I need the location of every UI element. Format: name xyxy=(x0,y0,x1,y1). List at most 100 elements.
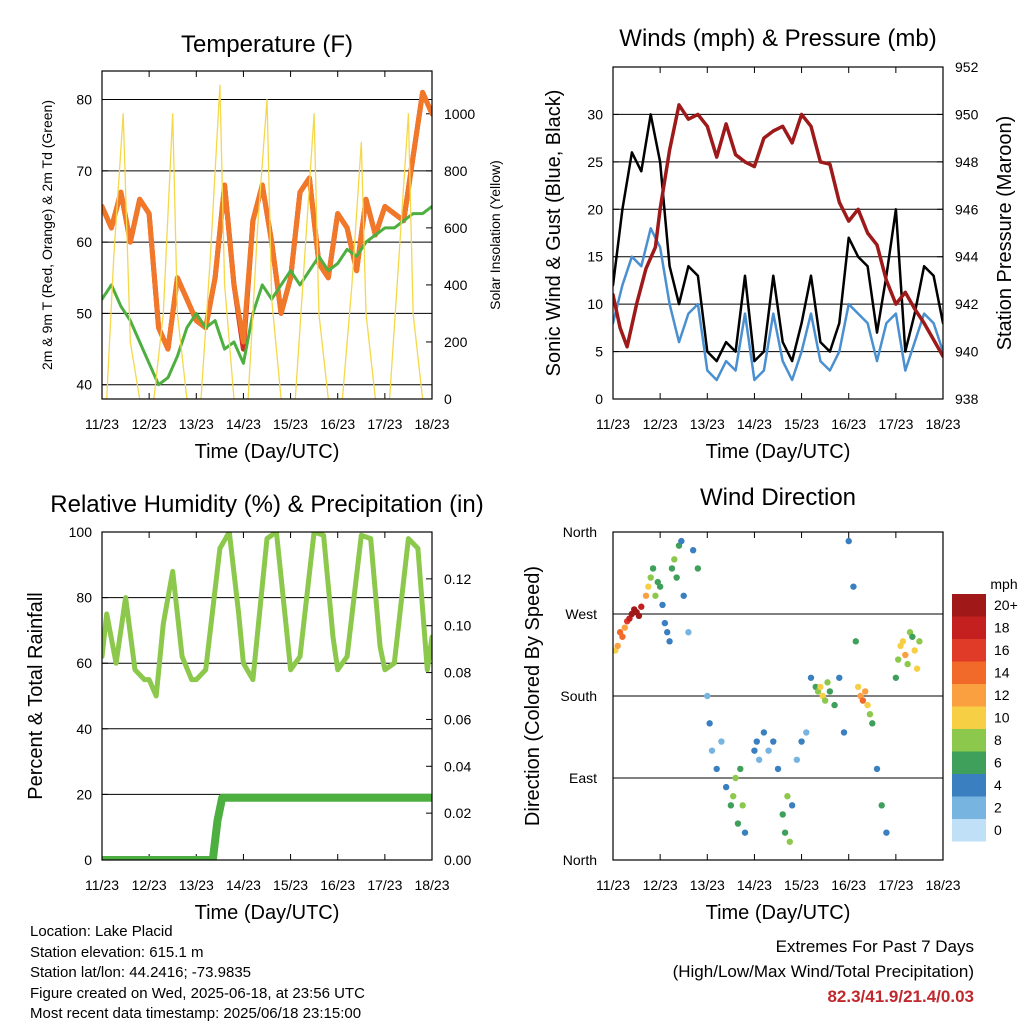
data-point xyxy=(722,783,730,791)
data-point xyxy=(708,747,716,754)
plot-area xyxy=(613,103,943,382)
data-point xyxy=(668,565,676,572)
y2-tick-label: 952 xyxy=(955,59,979,75)
x-tick-label: 18/23 xyxy=(925,877,960,893)
data-point xyxy=(840,729,848,736)
data-point xyxy=(916,638,923,645)
x-tick-label: 13/23 xyxy=(179,416,214,432)
x-tick-label: 11/23 xyxy=(596,877,630,893)
y2-tick-label: 948 xyxy=(955,154,979,170)
y-tick-label: West xyxy=(565,606,597,622)
legend-swatch xyxy=(952,729,986,752)
panel-3: Relative Humidity (%) & Precipitation (i… xyxy=(25,491,484,924)
y2-tick-label: 0 xyxy=(444,391,452,407)
y-tick-label: 60 xyxy=(76,234,92,250)
data-point xyxy=(689,547,697,554)
data-point xyxy=(831,701,838,709)
x-tick-label: 12/23 xyxy=(643,877,678,893)
series-line-2 xyxy=(102,793,432,860)
x-tick-label: 18/23 xyxy=(414,416,449,432)
y-tick-label: North xyxy=(563,524,597,540)
panel-1: Temperature (F)4050607080020040060080010… xyxy=(39,31,503,463)
legend-swatch xyxy=(952,819,986,842)
series-line-3 xyxy=(102,205,432,387)
scatter-points xyxy=(613,537,923,845)
legend-swatch xyxy=(952,751,986,774)
data-point xyxy=(873,765,881,773)
legend-label: 18 xyxy=(994,620,1010,636)
data-point xyxy=(883,829,890,836)
data-point xyxy=(904,660,911,668)
legend-label: 6 xyxy=(994,755,1002,771)
data-point xyxy=(824,679,831,686)
data-point xyxy=(852,638,859,645)
created-text: Figure created on Wed, 2025-06-18, at 23… xyxy=(30,984,365,1002)
y-axis-label: 2m & 9m T (Red, Orange) & 2m Td (Green) xyxy=(39,100,55,370)
data-point xyxy=(638,603,645,610)
data-point xyxy=(730,793,737,800)
y-tick-label: North xyxy=(563,852,597,868)
data-point xyxy=(706,720,713,727)
y-tick-label: 30 xyxy=(587,106,603,122)
legend-label: 12 xyxy=(994,687,1010,703)
gridlines xyxy=(102,531,432,861)
data-point xyxy=(614,642,621,650)
series-line-2 xyxy=(102,89,432,352)
y2-axis-label: Solar Insolation (Yellow) xyxy=(487,160,503,310)
x-tick-label: 14/23 xyxy=(226,416,261,432)
y-tick-label: 25 xyxy=(587,154,603,170)
data-point xyxy=(753,738,760,745)
data-point xyxy=(704,692,711,700)
x-tick-label: 16/23 xyxy=(320,416,355,432)
y-tick-label: 5 xyxy=(595,344,603,360)
data-point xyxy=(895,656,902,663)
x-tick-label: 17/23 xyxy=(367,877,402,893)
data-point xyxy=(664,629,671,636)
data-point xyxy=(621,624,628,631)
plot-frame xyxy=(101,531,433,861)
y-axis-label: Direction (Colored By Speed) xyxy=(522,566,544,826)
data-point xyxy=(645,583,652,590)
x-tick-label: 13/23 xyxy=(690,416,725,432)
x-tick-label: 13/23 xyxy=(690,877,725,893)
y2-tick-label: 944 xyxy=(955,249,979,265)
station-info: Location: Lake Placid Station elevation:… xyxy=(30,922,365,1025)
data-point xyxy=(741,829,749,836)
data-point xyxy=(793,756,801,763)
y-tick-label: 10 xyxy=(587,296,603,312)
y-tick-label: 40 xyxy=(76,721,92,737)
y2-tick-label: 942 xyxy=(955,296,979,312)
plot-area xyxy=(102,532,432,860)
x-tick-label: 14/23 xyxy=(737,877,772,893)
data-point xyxy=(774,765,782,773)
y-tick-label: 70 xyxy=(76,163,92,179)
legend-title: mph xyxy=(990,576,1017,592)
y-tick-label: 50 xyxy=(76,305,92,321)
y2-tick-label: 946 xyxy=(955,201,979,217)
x-axis-label: Time (Day/UTC) xyxy=(195,902,340,924)
y2-tick-label: 0.06 xyxy=(444,711,471,727)
data-point xyxy=(902,651,909,659)
legend-label: 0 xyxy=(994,822,1002,838)
y2-tick-label: 0.02 xyxy=(444,805,471,821)
panel-title: Relative Humidity (%) & Precipitation (i… xyxy=(50,491,483,518)
gridlines xyxy=(613,531,943,861)
data-point xyxy=(739,802,746,809)
data-point xyxy=(680,592,687,599)
y2-tick-label: 400 xyxy=(444,277,468,293)
x-tick-label: 11/23 xyxy=(85,416,119,432)
data-point xyxy=(854,683,862,691)
data-point xyxy=(866,711,874,718)
data-point xyxy=(734,820,742,827)
x-tick-label: 16/23 xyxy=(831,416,866,432)
data-point xyxy=(760,729,768,736)
y-axis-label: Sonic Wind & Gust (Blue, Black) xyxy=(543,90,565,377)
data-point xyxy=(770,738,777,745)
data-point xyxy=(727,802,735,809)
y2-tick-label: 940 xyxy=(955,344,979,360)
x-tick-label: 15/23 xyxy=(273,877,308,893)
data-point xyxy=(864,701,871,709)
plot-frame xyxy=(101,70,433,400)
data-point xyxy=(892,674,900,681)
data-point xyxy=(647,574,654,581)
